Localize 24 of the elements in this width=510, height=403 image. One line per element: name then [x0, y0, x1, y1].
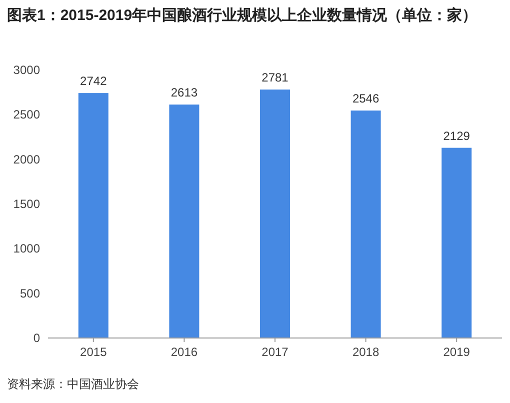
x-tick-label: 2018 — [352, 345, 380, 359]
x-tick-label: 2017 — [262, 345, 289, 359]
x-tick-label: 2016 — [170, 345, 198, 359]
bar — [442, 148, 472, 338]
data-label: 2781 — [262, 70, 289, 85]
y-tick-label: 1500 — [13, 197, 40, 211]
y-tick-label: 0 — [33, 331, 40, 345]
bar — [260, 90, 290, 338]
y-tick-label: 2000 — [13, 152, 40, 166]
x-tick-label: 2019 — [443, 345, 470, 359]
data-label: 2742 — [80, 74, 108, 88]
data-label: 2129 — [443, 128, 470, 143]
bar — [78, 93, 108, 338]
y-tick-label: 3000 — [13, 63, 40, 77]
data-label: 2613 — [170, 86, 198, 100]
x-tick-label: 2015 — [80, 345, 108, 359]
y-tick-label: 500 — [20, 286, 40, 300]
bar — [350, 110, 381, 338]
y-tick-label: 2500 — [13, 108, 40, 122]
chart-title: 图表1：2015-2019年中国酿酒行业规模以上企业数量情况（单位：家） — [7, 6, 478, 24]
y-tick-label: 1000 — [13, 242, 40, 256]
bar — [169, 104, 200, 338]
data-label: 2546 — [352, 92, 380, 106]
text: 资料来源：中国酒业协会 — [7, 377, 139, 391]
